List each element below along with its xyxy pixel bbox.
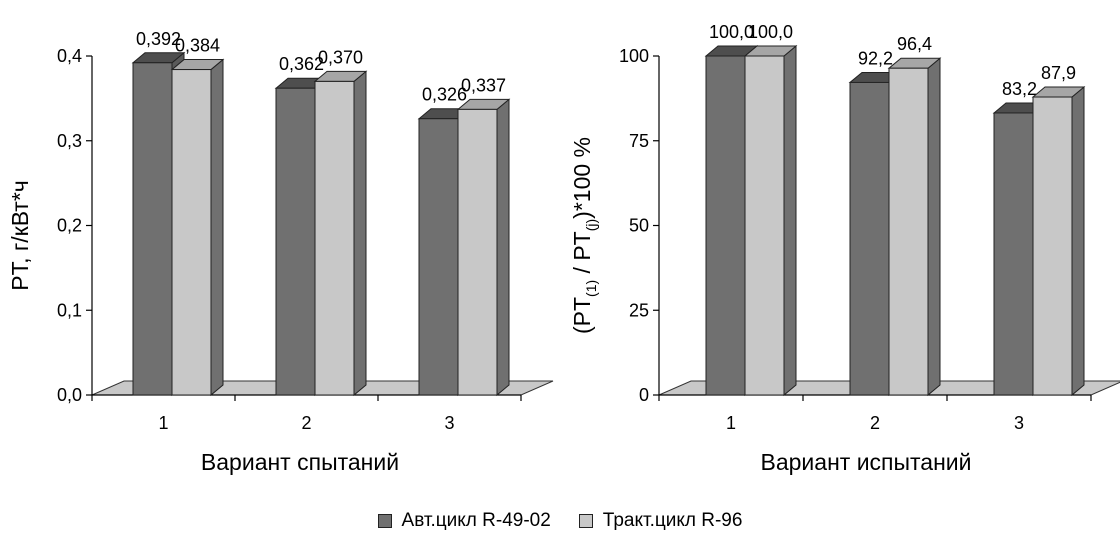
- chart1-x-axis-title: Вариант спытаний: [201, 449, 399, 475]
- chart1-bar-series2-cat2: [314, 80, 355, 396]
- legend-item-series-1: Авт.цикл R-49-02: [377, 510, 551, 532]
- chart2-y-axis-title: (PT(1) / PT(j))*100 %: [569, 137, 599, 334]
- chart2-bar-series1-cat2: [849, 81, 890, 396]
- chart2-data-label: 83,2: [1002, 79, 1037, 99]
- chart1-bar-series1-cat1: [132, 62, 173, 396]
- chart2-y-tick-label: 100: [619, 46, 649, 66]
- chart1-bar-series1-cat2: [275, 87, 316, 396]
- legend-swatch-series-2: [578, 514, 593, 528]
- chart2-bar-series1-cat1: [705, 55, 746, 396]
- chart1-bar-series2-cat3: [457, 108, 498, 396]
- chart1-bar-side: [496, 98, 510, 397]
- chart2-y-axis-title-mid: / PT: [569, 231, 595, 280]
- chart1-x-tick-label: 2: [301, 413, 311, 433]
- chart2-bar-side: [1071, 85, 1085, 397]
- chart2-bar-series2-cat1: [744, 55, 785, 396]
- chart1-data-label: 0,337: [461, 75, 506, 95]
- chart1-x-tick-label: 3: [444, 413, 454, 433]
- legend: Авт.цикл R-49-02 Тракт.цикл R-96: [0, 508, 1120, 534]
- chart2-data-label: 100,0: [748, 22, 793, 42]
- chart1-y-tick-label: 0,2: [57, 216, 82, 236]
- legend-item-series-2: Тракт.цикл R-96: [578, 510, 743, 532]
- chart1-data-label: 0,384: [175, 36, 220, 56]
- chart2-x-axis-title: Вариант испытаний: [761, 449, 972, 475]
- chart2-data-label: 92,2: [858, 48, 893, 68]
- chart1-y-axis-title: PT, г/кВт*ч: [7, 180, 33, 291]
- chart2-y-tick-label: 0: [639, 385, 649, 405]
- chart2-y-tick-label: 50: [629, 216, 649, 236]
- chart2-data-label: 87,9: [1041, 63, 1076, 83]
- chart1-data-label: 0,392: [136, 29, 181, 49]
- chart2-bar-series1-cat3: [993, 112, 1034, 396]
- chart2-x-tick-label: 2: [870, 413, 880, 433]
- chart2-y-axis-title-close: )*100 %: [569, 137, 595, 219]
- chart2-y-axis-title-sub2: (j): [583, 219, 599, 231]
- chart2-data-label: 96,4: [897, 34, 932, 54]
- chart1-bar-side: [353, 70, 367, 397]
- chart1-bar-series2-cat1: [171, 69, 212, 396]
- legend-label-series-2: Тракт.цикл R-96: [602, 510, 743, 531]
- chart2-bar-series2-cat2: [888, 67, 929, 396]
- chart1-y-tick-label: 0,4: [57, 46, 82, 66]
- chart2-y-tick-label: 75: [629, 131, 649, 151]
- chart2-x-tick-label: 1: [726, 413, 736, 433]
- legend-swatch-series-1: [377, 514, 392, 528]
- chart1-y-tick-label: 0,1: [57, 300, 82, 320]
- chart2-y-axis-title-open: (PT: [569, 297, 595, 334]
- chart1-bar-side: [210, 58, 224, 397]
- chart1-x-tick-label: 1: [158, 413, 168, 433]
- chart1-y-tick-label: 0,3: [57, 131, 82, 151]
- chart2-bar-side: [927, 57, 941, 397]
- chart1-y-tick-label: 0,0: [57, 385, 82, 405]
- chart1-data-label: 0,370: [318, 47, 363, 67]
- chart2-y-tick-label: 25: [629, 300, 649, 320]
- chart2-bar-side: [783, 44, 797, 397]
- chart1-data-label: 0,326: [422, 85, 467, 105]
- legend-label-series-1: Авт.цикл R-49-02: [401, 510, 551, 531]
- chart2-y-axis-title-sub1: (1): [583, 280, 599, 297]
- chart2-x-tick-label: 3: [1014, 413, 1024, 433]
- chart2-bar-series2-cat3: [1032, 96, 1073, 396]
- chart1-data-label: 0,362: [279, 54, 324, 74]
- chart1-bar-series1-cat3: [418, 118, 459, 396]
- chart2-data-label: 100,0: [709, 22, 754, 42]
